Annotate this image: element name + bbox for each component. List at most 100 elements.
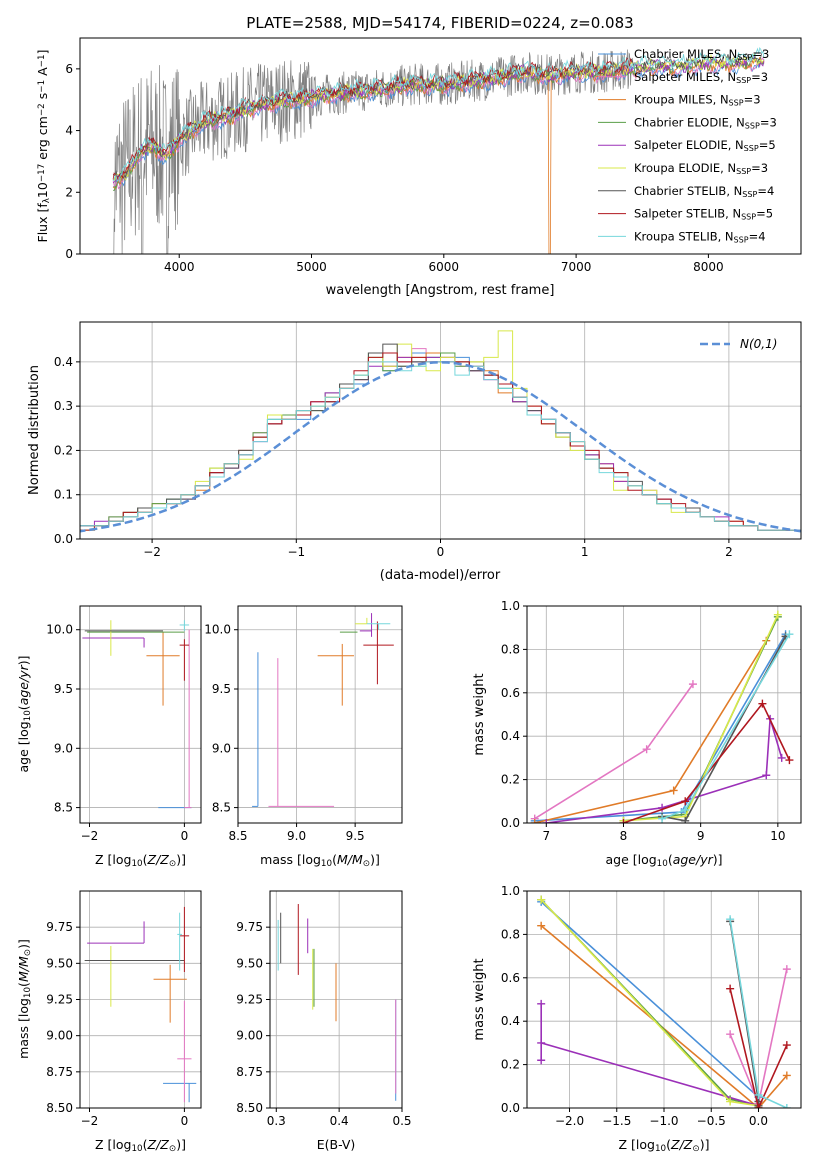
legend-entry: Salpeter MILES, NSSP=3 bbox=[634, 70, 768, 85]
y-tick-label: 0.2 bbox=[501, 773, 520, 787]
legend-entry: Chabrier STELIB, NSSP=4 bbox=[634, 184, 774, 199]
weight-marker bbox=[658, 814, 667, 823]
model-line bbox=[112, 57, 765, 190]
axes-spectrum: 4000 5000 6000 7000 8000 0 2 4 6 Chabrier MILES, … bbox=[35, 37, 802, 298]
weight-line bbox=[534, 683, 694, 820]
weight-marker bbox=[782, 965, 791, 974]
weight-marker bbox=[537, 895, 546, 904]
y-tick-label: 0.8 bbox=[501, 642, 520, 656]
axes-residuals: −2 −1 0 1 2 0.0 0.1 0.2 0.3 0.4 N(0,1) (data-model)… bbox=[27, 321, 802, 583]
weight-marker bbox=[681, 797, 690, 806]
y-tick-label: 0.3 bbox=[54, 399, 73, 413]
y-tick-label: 10.0 bbox=[204, 623, 231, 637]
plot-area bbox=[112, 47, 765, 254]
x-tick-label: 1 bbox=[581, 545, 589, 559]
axes-age-vs-mass: 8.5 9.0 9.5 8.5 9.0 9.5 10.0 mass [log10(M/M⊙)] bbox=[204, 605, 403, 869]
plot-area bbox=[80, 330, 801, 533]
y-tick-label: 9.5 bbox=[212, 682, 231, 696]
x-tick-label: −2.0 bbox=[555, 1114, 584, 1128]
weight-marker bbox=[785, 630, 794, 639]
x-tick-label: 8000 bbox=[693, 260, 724, 274]
y-tick-label: 9.50 bbox=[236, 956, 263, 970]
y-tick-label: 0.0 bbox=[501, 1101, 520, 1115]
y-axis-label: mass weight bbox=[472, 958, 487, 1040]
x-axis-label: age [log10(age/yr)] bbox=[605, 852, 722, 869]
plot-area bbox=[252, 613, 394, 807]
x-tick-label: 10 bbox=[770, 829, 785, 843]
y-tick-label: 4 bbox=[65, 124, 73, 138]
y-tick-label: 8.50 bbox=[236, 1101, 263, 1115]
weight-marker bbox=[782, 1104, 791, 1108]
legend-entry: Salpeter STELIB, NSSP=5 bbox=[634, 207, 773, 222]
y-tick-label: 9.75 bbox=[236, 920, 263, 934]
x-tick-label: 2 bbox=[725, 545, 733, 559]
plot-area bbox=[277, 904, 397, 1101]
x-tick-label: 4000 bbox=[164, 260, 195, 274]
legend-entry: Kroupa ELODIE, NSSP=3 bbox=[634, 161, 768, 176]
legend-entry: Chabrier ELODIE, NSSP=3 bbox=[634, 115, 777, 130]
weight-marker bbox=[537, 1056, 546, 1065]
model-line bbox=[112, 47, 765, 182]
x-tick-label: 5000 bbox=[296, 260, 327, 274]
weight-marker bbox=[530, 819, 539, 823]
legend-entry: N(0,1) bbox=[740, 337, 777, 351]
y-tick-label: 0.0 bbox=[54, 532, 73, 546]
weight-marker bbox=[754, 1104, 763, 1108]
weight-marker bbox=[681, 805, 690, 814]
weight-marker bbox=[777, 753, 786, 762]
y-tick-label: 8.5 bbox=[54, 801, 73, 815]
model-line bbox=[112, 57, 633, 182]
y-tick-label: 10.0 bbox=[46, 623, 73, 637]
y-tick-label: 0.8 bbox=[501, 927, 520, 941]
y-tick-label: 6 bbox=[65, 62, 73, 76]
y-tick-label: 2 bbox=[65, 185, 73, 199]
y-tick-label: 8.50 bbox=[46, 1101, 73, 1115]
weight-marker bbox=[726, 1097, 735, 1106]
y-tick-label: 9.0 bbox=[212, 741, 231, 755]
figure-title: PLATE=2588, MJD=54174, FIBERID=0224, z=0… bbox=[246, 14, 633, 32]
spectrum-legend: Chabrier MILES, NSSP=3 Salpeter MILES, NS… bbox=[598, 47, 777, 244]
y-tick-label: 9.50 bbox=[46, 956, 73, 970]
x-tick-label: 0.5 bbox=[392, 1114, 411, 1128]
x-tick-label: 0.3 bbox=[267, 1114, 286, 1128]
x-tick-label: 0.4 bbox=[330, 1114, 349, 1128]
x-tick-label: −1 bbox=[287, 545, 305, 559]
y-tick-label: 9.5 bbox=[54, 682, 73, 696]
weight-line bbox=[661, 636, 787, 822]
histogram-series bbox=[80, 361, 801, 531]
y-tick-label: 0.4 bbox=[54, 355, 73, 369]
x-tick-label: 9.5 bbox=[346, 829, 365, 843]
y-axis-label: age [log10(age/yr)] bbox=[16, 655, 33, 772]
weight-marker bbox=[537, 999, 546, 1008]
plot-area bbox=[84, 906, 197, 1103]
x-tick-label: −2 bbox=[81, 1114, 99, 1128]
weight-marker bbox=[688, 680, 697, 689]
x-tick-label: 0 bbox=[181, 829, 189, 843]
axes-mass-vs-ebv: 0.3 0.4 0.5 8.50 8.75 9.00 9.25 9.50 9.75 E(B-V) bbox=[236, 890, 412, 1152]
x-tick-label: 0.0 bbox=[749, 1114, 768, 1128]
axes-frame bbox=[79, 37, 802, 255]
y-axis-label: mass [log10(M/M⊙)] bbox=[16, 939, 33, 1059]
weight-line bbox=[729, 988, 788, 1108]
y-tick-label: 9.75 bbox=[46, 920, 73, 934]
y-tick-label: 9.25 bbox=[46, 993, 73, 1007]
y-tick-label: 0.2 bbox=[54, 443, 73, 457]
axes-frame bbox=[79, 605, 202, 824]
x-axis-label: wavelength [Angstrom, rest frame] bbox=[326, 283, 555, 298]
x-tick-label: 7000 bbox=[561, 260, 592, 274]
x-tick-label: 9.0 bbox=[287, 829, 306, 843]
weight-marker bbox=[669, 786, 678, 795]
y-tick-label: 0 bbox=[65, 247, 73, 261]
weight-marker bbox=[773, 610, 782, 619]
x-axis-label: Z [log10(Z/Z⊙)] bbox=[95, 852, 186, 869]
x-tick-label: 9 bbox=[697, 829, 705, 843]
weight-marker bbox=[726, 915, 735, 924]
x-tick-label: 0 bbox=[437, 545, 445, 559]
x-tick-label: −1.5 bbox=[602, 1114, 631, 1128]
y-tick-label: 0.2 bbox=[501, 1058, 520, 1072]
x-tick-label: 6000 bbox=[429, 260, 460, 274]
weight-marker bbox=[754, 1090, 763, 1099]
x-tick-label: 8 bbox=[620, 829, 628, 843]
y-axis-label: mass weight bbox=[472, 673, 487, 755]
